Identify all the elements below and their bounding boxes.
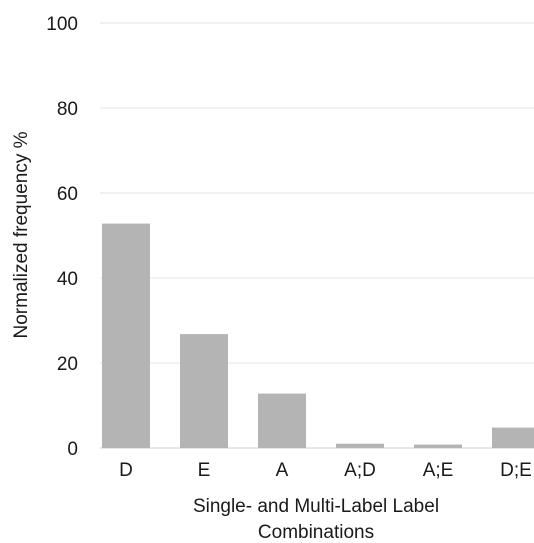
y-axis-ticks: 0 20 40 60 80 100: [46, 14, 78, 460]
y-tick-label: 60: [57, 184, 78, 205]
x-tick-label: D;E: [500, 460, 532, 481]
bar-d-e: [492, 427, 534, 448]
y-tick-label: 40: [57, 269, 78, 290]
y-tick-label: 0: [67, 439, 78, 460]
y-tick-label: 20: [57, 354, 78, 375]
x-axis-ticks: D E A A;D A;E D;E: [119, 460, 532, 481]
bar-a: [258, 393, 306, 448]
bar-e: [180, 334, 228, 448]
x-tick-label: A: [276, 460, 289, 481]
bar-d: [102, 223, 150, 448]
y-tick-label: 100: [46, 14, 78, 35]
x-tick-label: A;D: [344, 460, 376, 481]
x-axis-title-line-1: Single- and Multi-Label Label: [193, 496, 439, 517]
y-axis-title: Normalized frequency %: [11, 131, 32, 338]
bar-a-d: [336, 443, 384, 448]
bar-a-e: [414, 444, 462, 448]
x-tick-label: E: [198, 460, 211, 481]
x-tick-label: D: [119, 460, 133, 481]
bars: [102, 223, 534, 448]
x-axis-title-line-2: Combinations: [258, 522, 374, 543]
x-tick-label: A;E: [423, 460, 454, 481]
gridlines: [100, 22, 534, 449]
y-tick-label: 80: [57, 99, 78, 120]
